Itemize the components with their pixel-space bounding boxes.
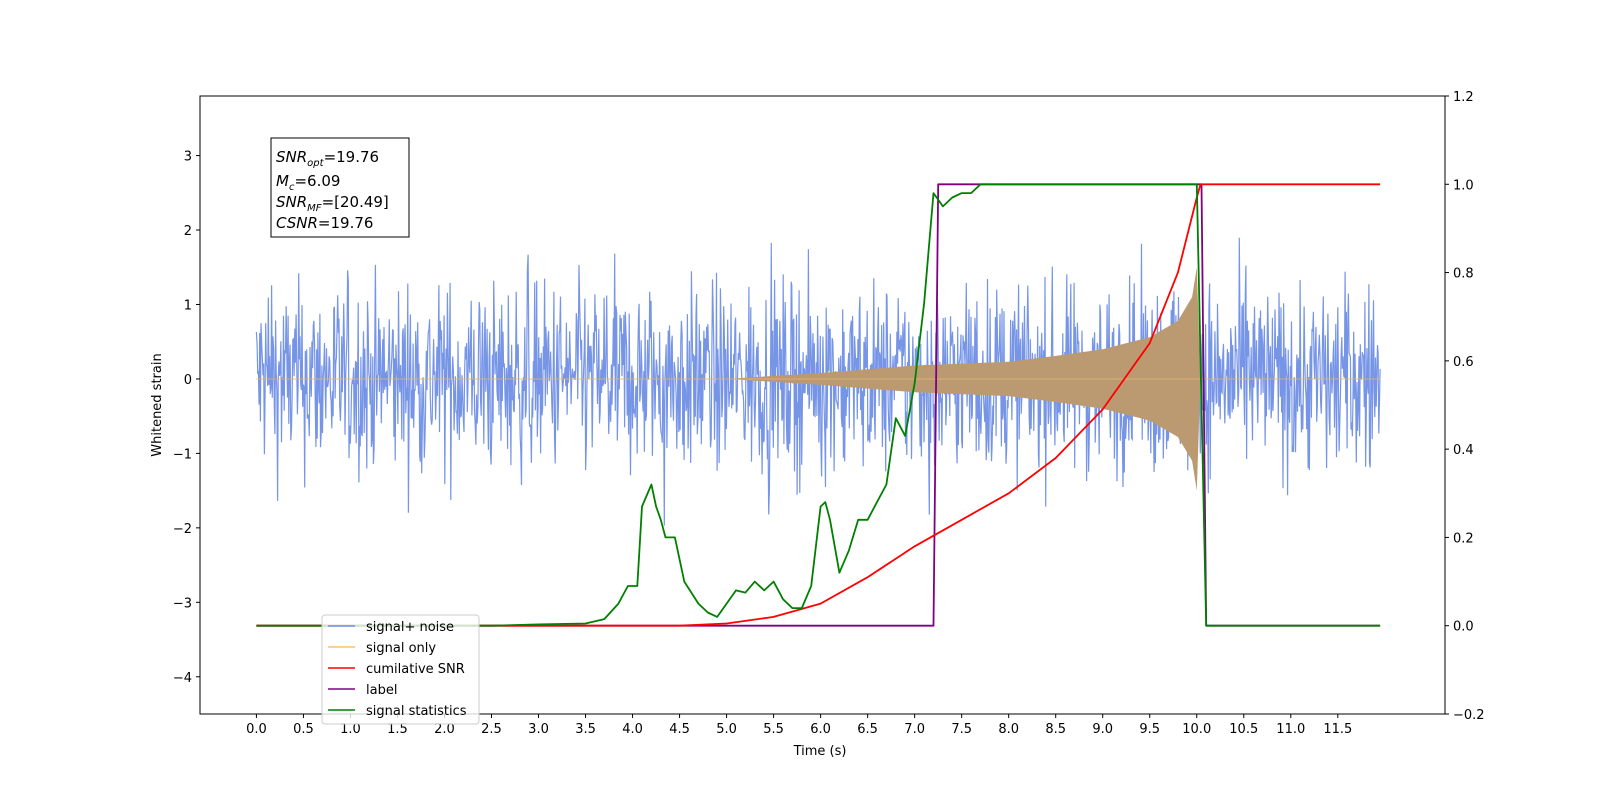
y-tick-label: 3 — [184, 150, 192, 165]
svg-text:signal only: signal only — [366, 641, 436, 656]
legend-entry-cumulative-snr: cumilative SNR — [328, 662, 465, 677]
x-tick-label: 2.5 — [481, 722, 502, 737]
svg-text:signal statistics: signal statistics — [366, 704, 467, 719]
y2-tick-label: 1.2 — [1453, 90, 1474, 105]
x-tick-label: 11.5 — [1323, 722, 1352, 737]
legend-entry-signal-noise: signal+ noise — [328, 620, 454, 635]
axes-layer: 0.0 0.5 1.0 1.5 2.0 2.5 3.0 3.5 4.0 4.5 5.0 5.5 6.0 6… — [173, 90, 1485, 737]
x-tick-label: 9.5 — [1139, 722, 1160, 737]
annotation-snr-mf: SNRMF=[20.49] — [276, 193, 389, 214]
x-tick-label: 4.0 — [622, 722, 643, 737]
legend-entry-label: label — [328, 683, 397, 698]
y-tick-label: 1 — [184, 298, 192, 313]
x-tick-label: 8.0 — [998, 722, 1019, 737]
svg-text:cumilative SNR: cumilative SNR — [366, 662, 465, 677]
plot-frame — [199, 95, 1446, 715]
x-tick-label: 5.5 — [763, 722, 784, 737]
legend-entry-signal-statistics: signal statistics — [328, 704, 467, 719]
series-signal-statistics — [256, 183, 1381, 627]
y-axis-title: Whitened strain — [150, 353, 165, 456]
x-tick-label: 7.5 — [951, 722, 972, 737]
legend: signal+ noise signal only cumilative SNR… — [321, 614, 480, 725]
annotation-snr-opt: SNRopt=19.76 — [276, 148, 379, 169]
x-tick-label: 10.0 — [1182, 722, 1211, 737]
series-layer — [255, 183, 1381, 627]
x-tick-label: 2.0 — [434, 722, 455, 737]
x-tick-label: 1.0 — [340, 722, 361, 737]
x-tick-label: 6.5 — [857, 722, 878, 737]
y2-tick-label: 0.0 — [1453, 620, 1474, 635]
annotation-box: SNRopt=19.76 Mc=6.09 SNRMF=[20.49] CSNR=… — [270, 137, 410, 238]
y2-tick-label: 0.2 — [1453, 531, 1474, 546]
y-tick-label: −2 — [173, 522, 192, 537]
x-tick-label: 7.0 — [904, 722, 925, 737]
svg-text:signal+ noise: signal+ noise — [366, 620, 454, 635]
x-tick-label: 6.0 — [810, 722, 831, 737]
x-tick-label: 4.5 — [669, 722, 690, 737]
x-tick-label: 11.0 — [1276, 722, 1305, 737]
legend-frame — [321, 614, 480, 725]
x-tick-label: 0.5 — [293, 722, 314, 737]
x-tick-label: 8.5 — [1045, 722, 1066, 737]
legend-entry-signal-only: signal only — [328, 641, 436, 656]
y2-tick-label: −0.2 — [1453, 708, 1485, 723]
x-tick-label: 9.0 — [1092, 722, 1113, 737]
y-tick-label: 2 — [184, 224, 192, 239]
y-tick-label: 0 — [184, 373, 192, 388]
x-tick-label: 0.0 — [246, 722, 267, 737]
y-tick-label: −4 — [173, 671, 192, 686]
x-tick-label: 1.5 — [387, 722, 408, 737]
x-tick-label: 3.5 — [575, 722, 596, 737]
y-tick-label: −1 — [173, 447, 192, 462]
svg-text:label: label — [366, 683, 397, 698]
x-tick-label: 5.0 — [716, 722, 737, 737]
y2-tick-label: 1.0 — [1453, 178, 1474, 193]
y-tick-label: −3 — [173, 596, 192, 611]
x-tick-label: 10.5 — [1229, 722, 1258, 737]
annotation-mc: Mc=6.09 — [276, 172, 340, 193]
x-tick-label: 3.0 — [528, 722, 549, 737]
x-axis-title: Time (s) — [793, 744, 847, 759]
annotation-csnr: CSNR=19.76 — [276, 214, 373, 232]
y2-tick-label: 0.8 — [1453, 267, 1474, 282]
y2-tick-label: 0.4 — [1453, 443, 1474, 458]
series-cumulative-snr — [256, 183, 1381, 627]
y2-tick-label: 0.6 — [1453, 355, 1474, 370]
